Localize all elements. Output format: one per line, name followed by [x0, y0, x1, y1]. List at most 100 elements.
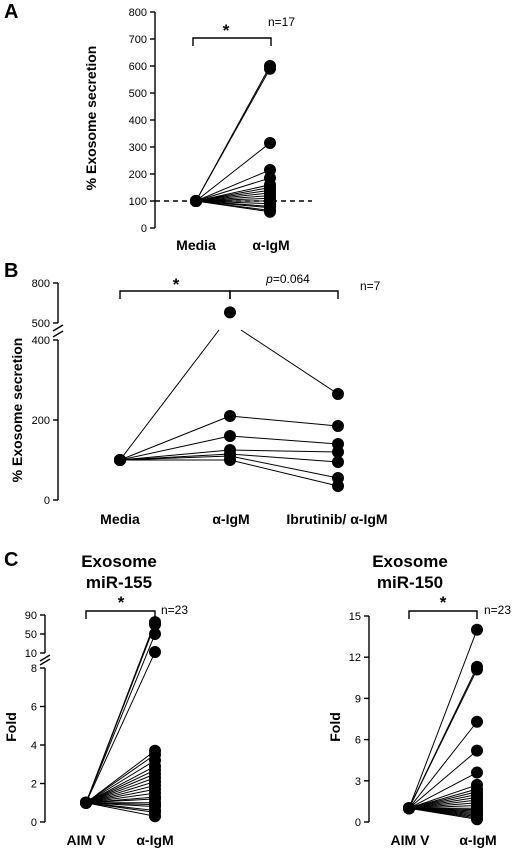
- panel-b-significance-1: *: [173, 275, 180, 294]
- panel-b-series-line: [229, 459, 339, 487]
- panel-c-y-tick-label: 90: [25, 610, 37, 622]
- panel-c-axis-break: [39, 658, 51, 666]
- panel-d-title-line2: miR-150: [377, 573, 443, 592]
- panel-b-cat-aigm: α-IgM: [212, 511, 249, 527]
- panel-d-ylabel: Fold: [327, 712, 343, 742]
- panel-d-y-tick-label: 6: [355, 735, 361, 747]
- panel-b-ylabel: % Exosome secretion: [9, 338, 25, 483]
- panel-c-ylabel: Fold: [3, 712, 19, 742]
- panel-b-significance-2: p=0.064: [265, 272, 310, 286]
- panel-a-y-tick-label: 800: [129, 7, 147, 19]
- panel-a-cat-media: Media: [176, 237, 216, 253]
- panel-b-point-ibrutinib: [332, 446, 344, 458]
- panel-c-pair-line: [85, 781, 156, 804]
- panel-b-series-line: [229, 415, 339, 427]
- panel-c-cat-aimv: AIM V: [67, 832, 107, 848]
- panel-c-pair-line: [85, 773, 156, 804]
- panel-c-pair-line: [85, 802, 156, 813]
- panel-c-pair-line: [85, 624, 156, 803]
- panel-a-pair-line: [195, 177, 271, 202]
- panel-d-point-aigm: [471, 813, 483, 826]
- panel-d-cat-aimv: AIM V: [391, 832, 431, 848]
- panel-d-n-label: n=23: [484, 603, 511, 617]
- panel-c-pair-line: [85, 765, 156, 804]
- panel-d-y-tick-label: 12: [349, 652, 361, 664]
- panel-c-y-tick-label: 6: [31, 702, 37, 714]
- panel-b-y-tick-label: 400: [32, 335, 50, 347]
- panel-c-axis-break: [39, 654, 51, 662]
- panel-b-series-line: [229, 435, 339, 445]
- panel-c-pair-line: [85, 802, 156, 808]
- panel-a-point-media: [190, 195, 202, 207]
- panel-c-point-aimv: [80, 796, 92, 809]
- panel-d-significance-bracket: [408, 610, 478, 619]
- panel-d-y-tick-label: 0: [355, 817, 361, 829]
- panel-c-point-aigm: [149, 646, 161, 659]
- panel-c-point-aigm: [149, 628, 161, 640]
- panel-a-pair-line: [195, 200, 271, 213]
- panel-d-y-tick-label: 9: [355, 693, 361, 705]
- panel-b-y-tick-label: 800: [32, 278, 50, 290]
- panel-d-pair-line: [408, 772, 478, 809]
- panel-a-y-tick-label: 300: [129, 142, 147, 154]
- panel-b-p-value: =0.064: [273, 272, 310, 286]
- panel-a-n-label: n=17: [268, 15, 295, 29]
- panel-b-series-line: [240, 329, 339, 395]
- panel-b-point-ibrutinib: [332, 480, 344, 492]
- panel-c-point-aigm: [149, 618, 161, 631]
- panel-c-pair-line: [85, 802, 156, 817]
- panel-a-letter: A: [4, 1, 18, 23]
- panel-b-series-line: [229, 453, 339, 463]
- panel-b-axis-break: [52, 330, 64, 338]
- panel-a-y-tick-label: 100: [129, 196, 147, 208]
- panel-d-y-tick-label: 15: [349, 611, 361, 623]
- panel-a-pair-line: [195, 68, 271, 202]
- panel-a-y-tick-label: 700: [129, 34, 147, 46]
- panel-c-y-tick-label: 0: [31, 817, 37, 829]
- panel-a-y-tick-label: 500: [129, 88, 147, 100]
- panel-d-point-aimv: [403, 802, 415, 815]
- panel-d-y-tick-label: 3: [355, 776, 361, 788]
- panel-c-y-tick-label: 10: [25, 648, 37, 660]
- panel-c-pair-line: [85, 759, 156, 804]
- panel-d-pair-line: [408, 721, 478, 809]
- panel-b-series-line: [119, 449, 231, 461]
- panel-b-axis-break: [52, 324, 64, 332]
- panel-b-cat-media: Media: [100, 511, 140, 527]
- panel-b-point-aigm: [224, 430, 236, 442]
- panel-a-cat-aigm: α-IgM: [252, 237, 289, 253]
- chart-marks: 0100200300400500600700800020040050080002…: [25, 7, 483, 829]
- panel-c-pair-line: [85, 750, 156, 804]
- panel-c-y-tick-label: 4: [31, 740, 37, 752]
- panel-a-y-tick-label: 0: [141, 223, 147, 235]
- panel-d-point-aigm: [471, 663, 483, 676]
- panel-a-y-tick-label: 600: [129, 61, 147, 73]
- panel-d-cat-aigm: α-IgM: [459, 832, 496, 848]
- panel-c-pair-line: [85, 798, 156, 804]
- panel-b-point-ibrutinib: [332, 420, 344, 432]
- panel-b-y-tick-label: 200: [32, 415, 50, 427]
- panel-c-pair-line: [85, 788, 156, 804]
- panel-b-series-line: [119, 415, 231, 461]
- panel-c-y-tick-label: 8: [31, 663, 37, 675]
- panel-b-point-aigm: [224, 306, 236, 319]
- panel-b-point-ibrutinib: [332, 388, 344, 400]
- panel-c-pair-line: [85, 633, 156, 803]
- panel-a-ylabel: % Exosome secretion: [83, 46, 99, 191]
- panel-b-significance-bracket-2: [229, 290, 339, 299]
- panel-d-pair-line: [408, 807, 478, 820]
- panel-d-point-aigm: [471, 766, 483, 779]
- panel-d-pair-line: [408, 750, 478, 809]
- panel-c-title-line1: Exosome: [81, 552, 157, 571]
- panel-b-letter: B: [4, 260, 18, 282]
- panel-d-point-aigm: [471, 623, 483, 636]
- panel-a-y-tick-label: 200: [129, 169, 147, 181]
- panel-c-pair-line: [85, 777, 156, 804]
- panel-d-significance: *: [440, 593, 447, 612]
- panel-c-pair-line: [85, 754, 156, 804]
- panel-c-significance-bracket: [85, 610, 156, 619]
- panel-b-series-line: [119, 329, 220, 461]
- panel-c-n-label: n=23: [161, 603, 188, 617]
- panel-c-pair-line: [85, 651, 156, 803]
